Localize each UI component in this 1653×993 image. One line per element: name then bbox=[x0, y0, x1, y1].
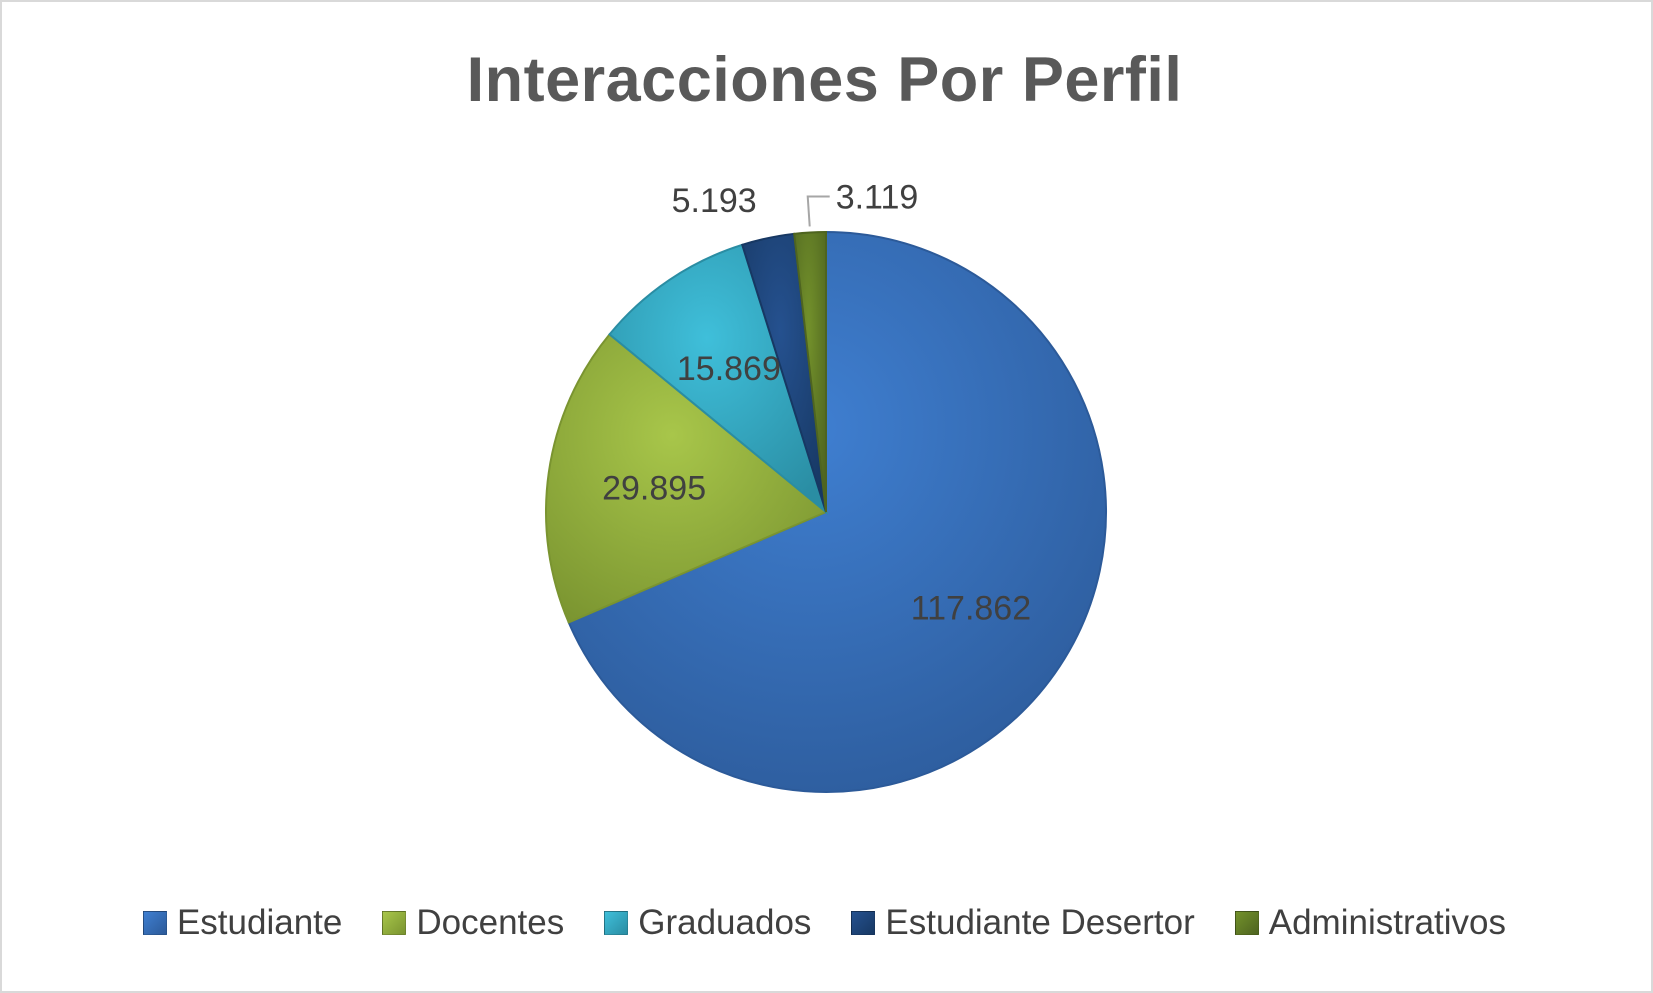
data-label-administrativos: 3.119 bbox=[836, 178, 919, 216]
data-label-estudiante-desertor: 5.193 bbox=[672, 182, 757, 220]
data-label-estudiante: 117.862 bbox=[911, 590, 1031, 628]
data-label-docentes: 29.895 bbox=[602, 470, 706, 508]
legend-swatch-estudiante-desertor bbox=[851, 911, 876, 935]
data-label-graduados: 15.869 bbox=[677, 350, 781, 388]
legend-swatch-estudiante bbox=[142, 911, 167, 935]
legend-item-administrativos: Administrativos bbox=[1234, 903, 1507, 943]
legend-swatch-administrativos bbox=[1234, 911, 1259, 935]
pie-slice-graduados bbox=[608, 243, 828, 515]
legend-label-administrativos: Administrativos bbox=[1268, 903, 1507, 942]
legend-label-graduados: Graduados bbox=[638, 903, 812, 942]
legend-label-docentes: Docentes bbox=[416, 903, 565, 942]
leader-line-administrativos bbox=[806, 195, 830, 227]
legend-item-estudiante: Estudiante bbox=[142, 903, 343, 943]
pie-slice-docentes bbox=[545, 332, 828, 624]
pie-slice-administrativos bbox=[793, 230, 827, 513]
legend-swatch-graduados bbox=[604, 911, 629, 935]
legend-swatch-docentes bbox=[382, 911, 407, 935]
pie-slice-estudiante bbox=[567, 230, 1107, 793]
legend-item-estudiante-desertor: Estudiante Desertor bbox=[851, 903, 1195, 943]
legend-item-graduados: Graduados bbox=[604, 903, 811, 943]
chart-title: Interacciones Por Perfil bbox=[466, 45, 1183, 115]
legend-item-docentes: Docentes bbox=[382, 903, 564, 943]
legend-label-estudiante: Estudiante bbox=[176, 903, 343, 942]
legend-label-estudiante-desertor: Estudiante Desertor bbox=[885, 903, 1195, 942]
legend: Estudiante Docentes Graduados Estudiante De… bbox=[0, 898, 1649, 948]
